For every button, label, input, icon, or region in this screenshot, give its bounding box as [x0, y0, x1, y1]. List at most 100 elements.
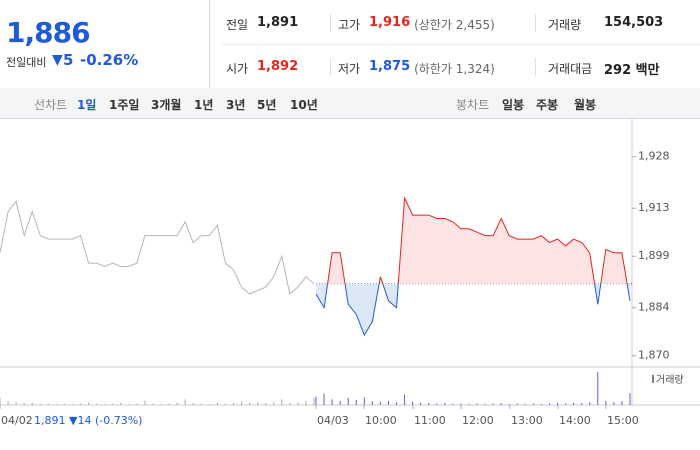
divider: [535, 14, 536, 32]
volume-bar: [96, 403, 98, 405]
volume-bar: [500, 403, 502, 405]
y-tick-label: 1,928: [638, 150, 670, 163]
info-value: 1,916: [369, 15, 411, 30]
divider: [209, 0, 210, 88]
volume-bar: [55, 404, 57, 405]
volume-bar: [436, 403, 438, 405]
volume-bar: [468, 404, 470, 405]
volume-bar: [484, 404, 486, 405]
info-label: 거래대금: [548, 62, 593, 76]
candle-tab[interactable]: 월봉: [574, 98, 597, 112]
y-tick-label: 1,913: [638, 201, 670, 214]
price-line-up: [327, 195, 628, 284]
period-tab[interactable]: 10년: [290, 98, 318, 112]
prev-summary: 1,891 ▼14 (-0.73%): [34, 414, 142, 427]
volume-bar: [452, 403, 454, 405]
info-label: 거래량: [548, 18, 582, 32]
info-label: 저가: [338, 62, 361, 76]
volume-bar: [313, 397, 315, 405]
volume-bar: [428, 403, 430, 405]
divider: [220, 44, 700, 45]
volume-bar: [605, 400, 607, 405]
price: 1,886: [6, 16, 91, 49]
volume-bar: [39, 403, 41, 405]
volume-bar: [516, 403, 518, 405]
info-label: 전일: [226, 18, 249, 32]
period-tab[interactable]: 1일: [77, 98, 97, 112]
period-tab[interactable]: 3년: [226, 98, 246, 112]
volume-bar: [265, 403, 267, 405]
volume-bar: [208, 404, 210, 405]
tab-group-label: 봉차트: [456, 98, 490, 112]
period-tab[interactable]: 1주일: [109, 98, 140, 112]
volume-bar: [47, 403, 49, 405]
volume-bar: [136, 403, 138, 405]
volume-bar: [112, 403, 114, 405]
change: 5: [63, 51, 74, 69]
info-value: 1,891: [257, 15, 299, 30]
volume-bar: [404, 394, 406, 405]
volume-bar: [289, 402, 291, 405]
volume-bar: [128, 404, 130, 405]
volume-bar: [71, 404, 73, 405]
volume-bar: [241, 401, 243, 405]
volume-bar: [15, 402, 17, 405]
volume-bar: [168, 403, 170, 405]
y-tick-label: 1,870: [638, 349, 670, 362]
x-tick-label: 04/03: [317, 414, 349, 427]
volume-bar: [363, 397, 365, 405]
volume-bar: [581, 403, 583, 405]
volume-bar: [152, 403, 154, 405]
volume-bar: [540, 404, 542, 405]
volume-bar: [573, 402, 575, 405]
volume-bar: [249, 402, 251, 405]
volume-bar: [371, 401, 373, 405]
volume-bar: [347, 397, 349, 405]
tab-bar: 선차트 1일 1주일 3개월 1년 3년 5년 10년 봉차트 일봉 주봉 월봉: [0, 88, 700, 119]
volume-bar: [281, 399, 283, 405]
volume-bar: [63, 403, 65, 405]
volume-bar: [621, 401, 623, 405]
period-tab[interactable]: 3개월: [151, 98, 182, 112]
x-tick-label: 04/02: [1, 414, 33, 427]
info-label: 시가: [226, 62, 249, 76]
x-tick-label: 15:00: [607, 414, 639, 427]
volume-bar: [460, 403, 462, 405]
candle-tab[interactable]: 일봉: [502, 98, 525, 112]
volume-bar: [23, 403, 25, 405]
divider: [330, 14, 331, 32]
volume-bar: [200, 403, 202, 405]
change-pct: -0.26%: [80, 51, 139, 69]
price-area-down: [316, 283, 630, 336]
volume-bar: [160, 404, 162, 405]
volume-bar: [176, 402, 178, 405]
change-label: 전일대비: [6, 56, 47, 69]
period-tab[interactable]: 5년: [257, 98, 277, 112]
period-tab[interactable]: 1년: [194, 98, 214, 112]
volume-bar: [355, 399, 357, 405]
volume-bar: [339, 400, 341, 405]
volume-bar: [297, 402, 299, 405]
volume-bar: [315, 396, 317, 405]
candle-tab[interactable]: 주봉: [536, 98, 559, 112]
volume-bar: [257, 402, 259, 405]
x-tick-label: 14:00: [559, 414, 591, 427]
volume-bar: [104, 404, 106, 405]
tab-group-label: 선차트: [34, 98, 68, 112]
price-area-up: [327, 197, 628, 284]
volume-bar: [379, 401, 381, 405]
volume-bar: [629, 393, 631, 405]
volume-bar: [88, 402, 90, 405]
divider: [330, 58, 331, 76]
volume-bar: [412, 401, 414, 405]
info-value: 154,503: [604, 15, 664, 30]
y-tick-label: 1,899: [638, 249, 670, 262]
y-tick-label: 1,884: [638, 301, 670, 314]
volume-bar: [216, 402, 218, 405]
info-note: (상한가 2,455): [414, 18, 495, 32]
volume-bar: [273, 401, 275, 405]
info-value: 1,875: [369, 59, 411, 74]
change-symbol: ▼: [52, 52, 63, 68]
volume-bar: [548, 403, 550, 405]
